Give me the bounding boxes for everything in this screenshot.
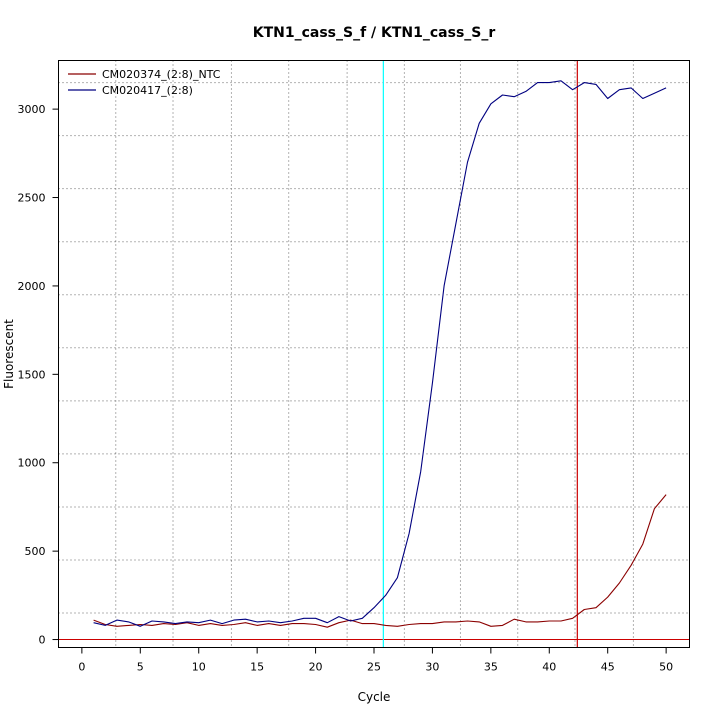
x-tick-label: 45 bbox=[601, 661, 615, 674]
x-tick-label: 0 bbox=[78, 661, 85, 674]
x-tick-label: 25 bbox=[367, 661, 381, 674]
y-tick-label: 2000 bbox=[18, 280, 46, 293]
x-tick-label: 5 bbox=[137, 661, 144, 674]
y-tick-label: 0 bbox=[39, 634, 46, 647]
y-tick-label: 3000 bbox=[18, 103, 46, 116]
x-tick-label: 30 bbox=[425, 661, 439, 674]
x-axis-label: Cycle bbox=[358, 690, 391, 704]
x-tick-label: 40 bbox=[542, 661, 556, 674]
y-tick-label: 500 bbox=[25, 545, 46, 558]
series-line-2 bbox=[93, 80, 667, 627]
series-line-1 bbox=[93, 494, 667, 628]
y-tick-label: 1000 bbox=[18, 457, 46, 470]
legend: CM020374_(2:8)_NTC CM020417_(2:8) bbox=[68, 68, 221, 97]
y-tick-label: 2500 bbox=[18, 192, 46, 205]
legend-label: CM020417_(2:8) bbox=[102, 84, 193, 97]
y-tick-label: 1500 bbox=[18, 368, 46, 381]
x-tick-label: 50 bbox=[659, 661, 673, 674]
chart-title: KTN1_cass_S_f / KTN1_cass_S_r bbox=[253, 25, 496, 41]
x-tick-label: 35 bbox=[484, 661, 498, 674]
legend-label: CM020374_(2:8)_NTC bbox=[102, 68, 221, 81]
x-tick-label: 15 bbox=[250, 661, 264, 674]
x-tick-label: 10 bbox=[192, 661, 206, 674]
y-axis-label: Fluorescent bbox=[2, 319, 16, 389]
x-tick-label: 20 bbox=[309, 661, 323, 674]
